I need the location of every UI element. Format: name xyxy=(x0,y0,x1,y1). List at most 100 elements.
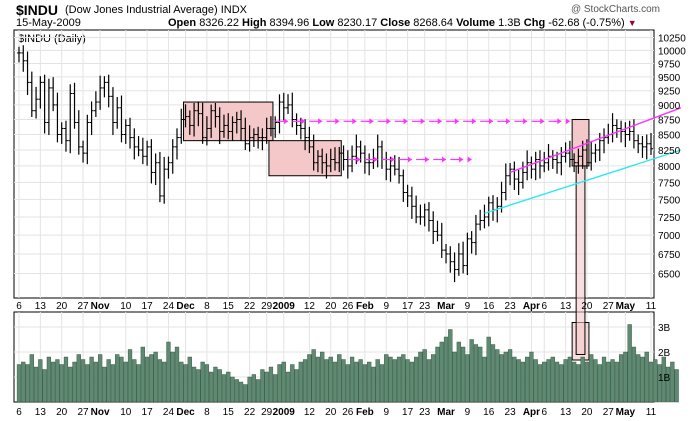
volume-bar xyxy=(401,354,406,403)
volume-bar xyxy=(670,361,675,403)
ohlc-bar xyxy=(132,128,137,160)
ohlc-bar xyxy=(311,134,316,171)
ohlc-bar xyxy=(328,148,333,173)
volume-bar xyxy=(414,356,419,403)
volume-bar xyxy=(636,354,641,403)
arrow-head xyxy=(489,118,493,125)
volume-bar xyxy=(68,366,73,403)
volume-bar xyxy=(367,361,372,403)
volume-bar xyxy=(388,356,393,403)
arrow-head xyxy=(386,118,391,125)
volume-bar xyxy=(63,356,69,403)
volume-bar xyxy=(354,361,359,403)
ohlc-bar xyxy=(29,71,34,117)
ohlc-bar xyxy=(640,136,645,158)
date-tick-label: 27 xyxy=(77,407,89,418)
ohlc-bar xyxy=(439,222,444,258)
volume-bar xyxy=(93,361,98,403)
ohlc-bar xyxy=(170,139,175,174)
target-arrow xyxy=(565,118,570,125)
date-tick-label: 8 xyxy=(204,407,210,418)
open-value: 8326.22 xyxy=(199,17,239,29)
volume-bar xyxy=(153,351,158,403)
ohlc-bar xyxy=(337,146,342,173)
ohlc-bar xyxy=(93,91,98,117)
arrow-head xyxy=(369,118,374,125)
ohlc-bar xyxy=(230,116,235,141)
ohlc-bar xyxy=(123,119,128,144)
target-arrow xyxy=(450,156,464,163)
volume-bar xyxy=(264,371,269,403)
ohlc-bar xyxy=(251,128,256,147)
ohlc-bar xyxy=(72,82,77,129)
ohlc-bar xyxy=(606,123,611,144)
price-tick-label: 8750 xyxy=(658,116,681,127)
volume-bar xyxy=(230,376,235,403)
date-tick-label: 15 xyxy=(223,407,235,418)
ohlc-bar xyxy=(602,128,607,154)
volume-bar xyxy=(213,366,218,403)
date-tick-label: 27 xyxy=(603,407,615,418)
ohlc-bar xyxy=(435,220,440,242)
ohlc-bar xyxy=(452,252,457,283)
ohlc-bar xyxy=(234,111,239,134)
date-tick-label: 23 xyxy=(505,407,517,418)
target-arrow xyxy=(467,156,472,163)
volume-bar xyxy=(46,356,52,403)
ohlc-bar xyxy=(627,120,632,141)
ohlc-bar xyxy=(102,76,107,98)
date-tick-label: Nov xyxy=(91,407,110,418)
volume-bar xyxy=(482,356,487,403)
ohlc-bar xyxy=(98,75,103,110)
ohlc-bar xyxy=(157,151,162,203)
ohlc-bar xyxy=(153,153,158,186)
date-tick-label: 20 xyxy=(581,407,593,418)
volume-bar xyxy=(597,364,602,403)
arrow-head xyxy=(540,118,545,125)
target-arrow xyxy=(480,118,493,125)
ohlc-bar xyxy=(375,134,380,168)
price-tick-label: 7500 xyxy=(658,195,681,206)
ohlc-bar xyxy=(542,151,547,173)
open-label: Open xyxy=(168,17,197,29)
volume-bar xyxy=(38,359,43,403)
volume-bar xyxy=(251,374,256,403)
date-tick-label: 17 xyxy=(142,301,154,312)
volume-bar xyxy=(106,359,111,403)
volume-bar xyxy=(576,364,581,403)
ohlc-bar xyxy=(610,113,615,143)
volume-bar xyxy=(21,361,26,403)
volume-bar xyxy=(601,356,607,403)
volume-bar xyxy=(405,359,410,403)
ohlc-bar xyxy=(204,116,209,146)
date-tick-label: 13 xyxy=(560,301,572,312)
date-tick-label: 20 xyxy=(325,301,337,312)
date-tick-label: 16 xyxy=(483,407,495,418)
ohlc-bar xyxy=(290,92,295,128)
volume-bar xyxy=(550,356,555,403)
date-tick-label: 26 xyxy=(342,301,354,312)
date-tick-label: 11 xyxy=(646,407,657,418)
copyright-notice: @ StockCharts.com xyxy=(570,4,660,15)
volume-bar xyxy=(179,361,184,403)
volume-bar xyxy=(72,361,77,403)
date-tick-label: 9 xyxy=(465,407,471,418)
ohlc-bar xyxy=(597,132,602,161)
date-tick-label: 9 xyxy=(383,301,389,312)
volume-bar xyxy=(362,364,368,403)
volume-bar xyxy=(140,346,145,403)
date-tick-label: 6 xyxy=(541,407,547,418)
date-tick-label: 27 xyxy=(77,301,89,312)
arrow-head xyxy=(373,156,378,163)
arrow-head xyxy=(284,118,289,125)
arrow-head xyxy=(467,156,472,163)
ohlc-bar xyxy=(286,94,291,115)
ohlc-bar xyxy=(55,92,60,143)
volume-bar xyxy=(465,354,470,403)
ohlc-bar xyxy=(106,74,111,108)
description-text: (Dow Jones Industrial Average) xyxy=(65,4,218,16)
target-arrow xyxy=(309,118,323,125)
index-description: (Dow Jones Industrial Average) INDX xyxy=(65,4,247,16)
ohlc-bar xyxy=(175,128,179,160)
